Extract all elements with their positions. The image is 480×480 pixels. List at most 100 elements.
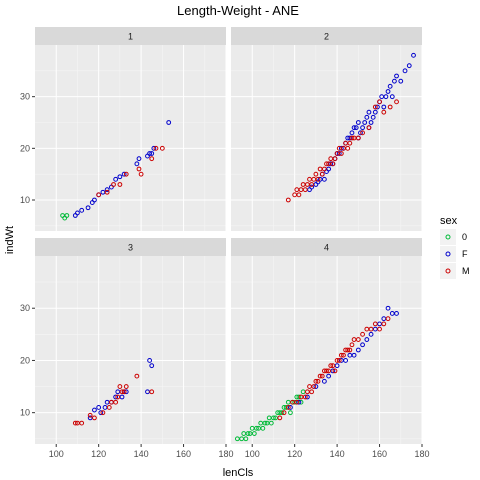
data-point-F xyxy=(381,104,387,110)
panel-strip xyxy=(35,27,226,45)
panel-background xyxy=(231,45,422,231)
data-point-F xyxy=(166,120,172,125)
data-point-F xyxy=(338,145,344,151)
data-point-M xyxy=(302,187,308,193)
data-point-F xyxy=(113,394,119,400)
data-point-M xyxy=(372,104,378,110)
data-point-M xyxy=(138,171,144,177)
data-point-F xyxy=(305,394,310,400)
panel-4: 4 100 120 140 160 180 xyxy=(231,238,430,459)
data-point-F xyxy=(362,120,368,125)
data-point-F xyxy=(321,378,327,384)
data-point-M xyxy=(277,415,283,421)
data-point-F xyxy=(147,358,153,363)
data-point-0 xyxy=(279,410,285,416)
data-point-M xyxy=(159,145,165,151)
data-point-0 xyxy=(245,431,251,436)
chart-title: Length-Weight - ANE xyxy=(177,3,299,18)
data-point-M xyxy=(115,394,121,400)
data-point-M xyxy=(296,192,302,198)
data-point-M xyxy=(309,182,315,187)
data-point-F xyxy=(364,337,370,342)
data-point-M xyxy=(377,99,382,105)
data-point-M xyxy=(385,316,391,322)
data-point-M xyxy=(355,135,361,141)
panel-2: 2 xyxy=(231,27,423,231)
data-point-F xyxy=(104,187,110,193)
data-point-M xyxy=(347,140,353,146)
data-point-F xyxy=(113,176,119,182)
legend-entry-0: 0 xyxy=(440,229,467,245)
data-point-F xyxy=(366,109,372,115)
data-point-M xyxy=(341,352,346,358)
panel-background xyxy=(35,45,226,231)
data-point-F xyxy=(349,130,355,136)
panel-background xyxy=(35,256,226,444)
data-point-0 xyxy=(262,420,268,426)
legend-entry-M: M xyxy=(440,263,470,279)
data-point-M xyxy=(319,171,325,177)
data-point-M xyxy=(100,410,106,416)
data-point-F xyxy=(134,161,140,167)
panel-strip-label: 4 xyxy=(324,243,329,253)
legend-label: 0 xyxy=(462,232,467,242)
data-point-F xyxy=(117,174,123,180)
panel-strip-label: 2 xyxy=(324,32,329,42)
data-point-M xyxy=(326,368,332,374)
legend-key xyxy=(440,246,456,262)
x-tick-label: 140 xyxy=(134,449,149,459)
data-point-M xyxy=(345,347,351,353)
x-axis-title: lenCls xyxy=(223,467,254,479)
data-point-M xyxy=(319,373,325,379)
y-tick-label: 30 xyxy=(20,92,30,102)
data-point-0 xyxy=(260,425,266,431)
data-point-M xyxy=(330,363,336,369)
data-point-M xyxy=(113,399,119,405)
data-point-M xyxy=(311,384,317,389)
data-point-M xyxy=(134,373,140,379)
data-point-M xyxy=(332,156,338,162)
data-point-M xyxy=(381,109,387,115)
data-point-F xyxy=(351,352,357,358)
data-point-M xyxy=(149,156,155,162)
data-point-F xyxy=(79,207,85,213)
data-point-0 xyxy=(64,213,70,218)
data-point-F xyxy=(389,94,395,100)
legend-marker xyxy=(445,234,451,240)
panel-strip-label: 3 xyxy=(128,243,133,253)
data-point-F xyxy=(394,311,399,316)
data-point-M xyxy=(285,405,291,410)
data-point-F xyxy=(385,305,391,311)
data-point-M xyxy=(324,161,329,167)
data-point-F xyxy=(370,114,376,120)
data-point-M xyxy=(377,326,382,332)
data-point-0 xyxy=(296,394,302,400)
x-tick-label: 100 xyxy=(245,449,260,459)
data-point-M xyxy=(92,415,97,421)
panel-1: 1 10 20 30 xyxy=(20,27,227,231)
x-tick-label: 180 xyxy=(414,449,429,459)
data-point-F xyxy=(398,78,404,84)
legend-marker xyxy=(445,268,451,274)
data-point-M xyxy=(321,166,327,172)
data-point-F xyxy=(360,125,365,131)
data-point-M xyxy=(315,378,321,384)
data-point-0 xyxy=(268,420,274,426)
data-point-M xyxy=(347,347,353,353)
data-point-F xyxy=(355,120,361,125)
x-tick-label: 140 xyxy=(330,449,345,459)
data-point-0 xyxy=(243,436,249,442)
data-point-M xyxy=(104,189,110,195)
data-point-F xyxy=(136,156,142,162)
legend: sex 0 FM xyxy=(440,215,470,279)
panel-strip xyxy=(231,27,422,45)
data-point-M xyxy=(72,420,78,426)
data-point-F xyxy=(355,347,361,353)
data-point-F xyxy=(296,399,302,405)
data-point-M xyxy=(302,394,308,400)
data-point-F xyxy=(351,125,357,131)
data-point-F xyxy=(383,94,389,100)
panel-strip-label: 1 xyxy=(128,32,133,42)
y-tick-label: 10 xyxy=(20,408,30,418)
data-point-M xyxy=(315,176,321,182)
